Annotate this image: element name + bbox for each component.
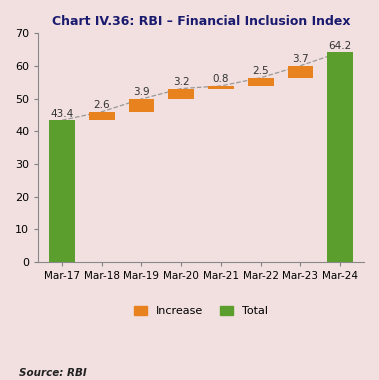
Bar [288, 66, 313, 78]
Text: 2.6: 2.6 [93, 100, 110, 110]
Legend: Increase, Total: Increase, Total [130, 301, 273, 320]
Bar [248, 78, 274, 86]
Bar [168, 89, 194, 99]
Text: 64.2: 64.2 [329, 41, 352, 51]
Text: 3.7: 3.7 [292, 54, 309, 64]
Bar [128, 99, 154, 112]
Text: 3.9: 3.9 [133, 87, 150, 97]
Bar [208, 86, 234, 89]
Bar [49, 120, 75, 262]
Text: Source: RBI: Source: RBI [19, 368, 87, 378]
Text: 2.5: 2.5 [252, 66, 269, 76]
Text: 0.8: 0.8 [213, 74, 229, 84]
Title: Chart IV.36: RBI – Financial Inclusion Index: Chart IV.36: RBI – Financial Inclusion I… [52, 15, 350, 28]
Text: 3.2: 3.2 [173, 77, 190, 87]
Bar [327, 52, 353, 262]
Bar [89, 112, 114, 120]
Text: 43.4: 43.4 [50, 109, 74, 119]
